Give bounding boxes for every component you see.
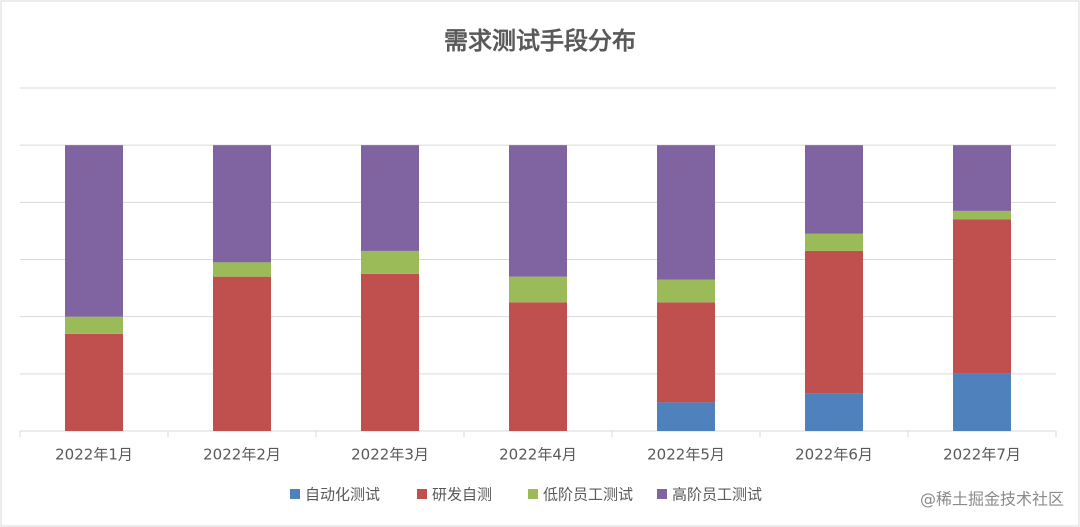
bar-segment <box>805 233 863 251</box>
watermark: @稀土掘金技术社区 <box>920 490 1064 509</box>
bar-segment <box>361 250 419 274</box>
bar-segment <box>509 302 567 431</box>
bar-segment <box>953 210 1011 220</box>
bar-segment <box>953 373 1011 431</box>
bar-segment <box>213 145 271 263</box>
x-tick-label: 2022年3月 <box>351 446 429 464</box>
legend-label: 高阶员工测试 <box>672 486 762 504</box>
legend-swatch <box>290 489 300 499</box>
bar-segment <box>361 145 419 251</box>
bar-segment <box>213 262 271 277</box>
x-tick-label: 2022年5月 <box>647 446 725 464</box>
bar-segment <box>657 402 715 431</box>
x-tick-label: 2022年6月 <box>795 446 873 464</box>
bar-segment <box>213 276 271 431</box>
bar-segment <box>953 219 1011 374</box>
chart-title: 需求测试手段分布 <box>444 27 636 55</box>
bar-segment <box>65 145 123 317</box>
bar-segment <box>657 145 715 280</box>
legend-label: 低阶员工测试 <box>543 486 633 504</box>
bar-segment <box>65 333 123 431</box>
bar-segment <box>657 302 715 403</box>
bar-segment <box>509 145 567 277</box>
bar-segment <box>361 273 419 431</box>
legend-label: 研发自测 <box>432 486 492 504</box>
bar-segment <box>509 276 567 303</box>
x-tick-label: 2022年4月 <box>499 446 577 464</box>
bar-segment <box>953 145 1011 211</box>
bar-segment <box>65 316 123 334</box>
bar-segment <box>805 250 863 394</box>
x-tick-label: 2022年2月 <box>203 446 281 464</box>
bar-segment <box>805 393 863 431</box>
bar-segment <box>805 145 863 234</box>
legend-swatch <box>657 489 667 499</box>
legend-label: 自动化测试 <box>305 486 380 504</box>
x-tick-label: 2022年7月 <box>943 446 1021 464</box>
legend-swatch <box>417 489 427 499</box>
x-tick-label: 2022年1月 <box>55 446 133 464</box>
legend-swatch <box>528 489 538 499</box>
bar-segment <box>657 279 715 303</box>
